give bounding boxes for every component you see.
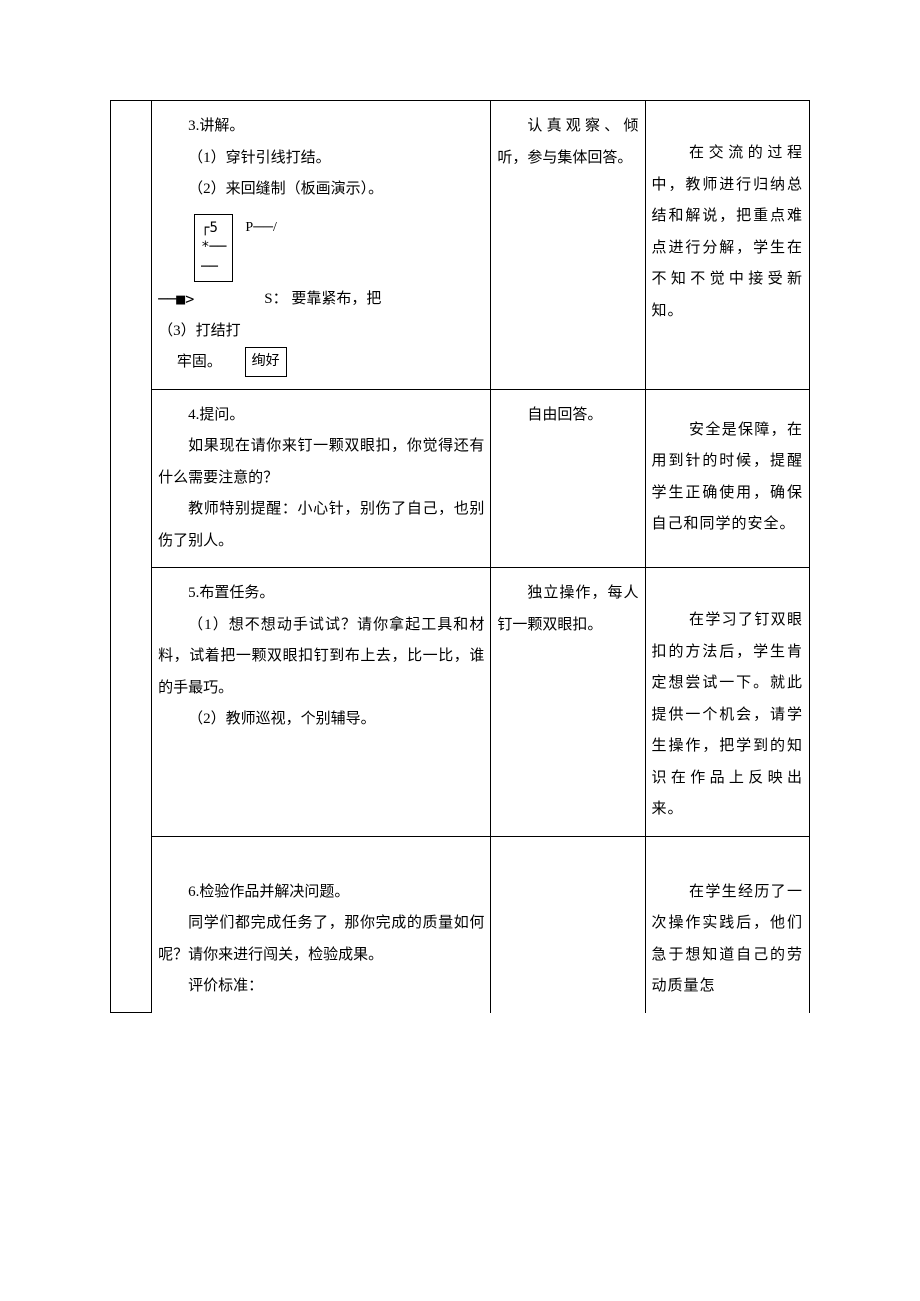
design-intent-cell: 在交流的过程中，教师进行归纳总结和解说，把重点难点进行分解，学生在不知不觉中接受… (645, 101, 809, 390)
teacher-activity-cell: 5.布置任务。 （1）想不想动手试试？请你拿起工具和材料，试着把一颗双眼扣钉到布… (152, 568, 491, 837)
diagram-text: *── (201, 238, 226, 258)
text-line: 评价标准： (158, 971, 484, 1003)
text-line: （2）来回缝制（板画演示）。 (158, 174, 484, 206)
left-spanning-cell (111, 101, 152, 1013)
design-intent-cell: 在学生经历了一次操作实践后，他们急于想知道自己的劳动质量怎 (645, 836, 809, 1013)
diagram-row: ┌5 *── ── P──/ (158, 212, 484, 285)
text-line: 自由回答。 (497, 400, 638, 432)
lesson-plan-table: 3.讲解。 （1）穿针引线打结。 （2）来回缝制（板画演示）。 ┌5 *── ─… (110, 100, 810, 1013)
teacher-activity-cell: 4.提问。 如果现在请你来钉一颗双眼扣，你觉得还有什么需要注意的？ 教师特别提醒… (152, 389, 491, 568)
table-row: 4.提问。 如果现在请你来钉一颗双眼扣，你觉得还有什么需要注意的？ 教师特别提醒… (111, 389, 810, 568)
diagram-text: ┌5 (201, 219, 226, 239)
table-row: 5.布置任务。 （1）想不想动手试试？请你拿起工具和材料，试着把一颗双眼扣钉到布… (111, 568, 810, 837)
document-page: 3.讲解。 （1）穿针引线打结。 （2）来回缝制（板画演示）。 ┌5 *── ─… (0, 0, 920, 1073)
teacher-activity-cell: 6.检验作品并解决问题。 同学们都完成任务了，那你完成的质量如何呢？请你来进行闯… (152, 836, 491, 1013)
table-row: 6.检验作品并解决问题。 同学们都完成任务了，那你完成的质量如何呢？请你来进行闯… (111, 836, 810, 1013)
text-line: 安全是保障，在用到针的时候，提醒学生正确使用，确保自己和同学的安全。 (652, 415, 803, 541)
design-intent-cell: 在学习了钉双眼扣的方法后，学生肯定想尝试一下。就此提供一个机会，请学生操作，把学… (645, 568, 809, 837)
table-row: 3.讲解。 （1）穿针引线打结。 （2）来回缝制（板画演示）。 ┌5 *── ─… (111, 101, 810, 390)
student-activity-cell: 独立操作，每人钉一颗双眼扣。 (491, 568, 645, 837)
diagram-box: 绚好 (245, 347, 287, 377)
text-line: 5.布置任务。 (158, 578, 484, 610)
text-line: S： 要靠紧布，把 (264, 284, 381, 316)
student-activity-cell: 认真观察、倾听，参与集体回答。 (491, 101, 645, 390)
text-line: 认真观察、倾听，参与集体回答。 (497, 111, 638, 174)
diagram-box: ┌5 *── ── (194, 214, 233, 283)
diagram-box: P──/ (239, 214, 283, 242)
design-intent-cell: 安全是保障，在用到针的时候，提醒学生正确使用，确保自己和同学的安全。 (645, 389, 809, 568)
student-activity-cell (491, 836, 645, 1013)
text-line: （1）穿针引线打结。 (158, 143, 484, 175)
diagram-text: ──■> (158, 284, 194, 316)
teacher-activity-cell: 3.讲解。 （1）穿针引线打结。 （2）来回缝制（板画演示）。 ┌5 *── ─… (152, 101, 491, 390)
text-line: （3）打结打 (158, 316, 241, 348)
text-line: 4.提问。 (158, 400, 484, 432)
diagram-text: ── (201, 258, 226, 278)
diagram-text: P──/ (245, 218, 277, 238)
text-line: （2）教师巡视，个别辅导。 (158, 704, 484, 736)
text-line: 3.讲解。 (158, 111, 484, 143)
text-line: 教师特别提醒：小心针，别伤了自己，也别伤了别人。 (158, 494, 484, 557)
diagram-row: （3）打结打 牢固。 绚好 (158, 316, 484, 379)
text-line: 在学习了钉双眼扣的方法后，学生肯定想尝试一下。就此提供一个机会，请学生操作，把学… (652, 605, 803, 826)
text-line: 在交流的过程中，教师进行归纳总结和解说，把重点难点进行分解，学生在不知不觉中接受… (652, 138, 803, 327)
text-line: 6.检验作品并解决问题。 (158, 877, 484, 909)
text-line: 同学们都完成任务了，那你完成的质量如何呢？请你来进行闯关，检验成果。 (158, 908, 484, 971)
diagram-text: 绚好 (252, 352, 280, 372)
text-line: 牢固。 (158, 347, 241, 379)
text-line: 如果现在请你来钉一颗双眼扣，你觉得还有什么需要注意的？ (158, 431, 484, 494)
text-line: 在学生经历了一次操作实践后，他们急于想知道自己的劳动质量怎 (652, 877, 803, 1003)
text-line: （1）想不想动手试试？请你拿起工具和材料，试着把一颗双眼扣钉到布上去，比一比，谁… (158, 610, 484, 705)
text-line: 独立操作，每人钉一颗双眼扣。 (497, 578, 638, 641)
diagram-row: ──■> S： 要靠紧布，把 (158, 284, 484, 316)
student-activity-cell: 自由回答。 (491, 389, 645, 568)
